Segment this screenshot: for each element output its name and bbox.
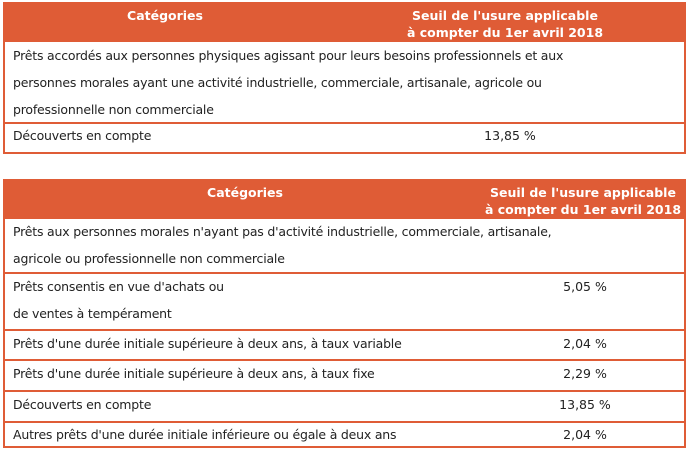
header-rate-line2: à compter du 1er avril 2018	[484, 202, 682, 217]
table-row: Prêts d'une durée initiale supérieure à …	[5, 359, 684, 390]
table-row: Prêts aux personnes morales n'ayant pas …	[5, 219, 684, 272]
row-category-line: agricole ou professionnelle non commerci…	[13, 251, 285, 266]
row-category-line: Prêts accordés aux personnes physiques a…	[13, 48, 564, 63]
row-category: Autres prêts d'une durée initiale inféri…	[13, 427, 397, 442]
table-row: Prêts accordés aux personnes physiques a…	[5, 42, 684, 122]
row-category-line: de ventes à tempérament	[13, 306, 172, 321]
row-category: Découverts en compte	[13, 128, 152, 143]
row-category-line: Prêts aux personnes morales n'ayant pas …	[13, 224, 552, 239]
row-category-line: Prêts consentis en vue d'achats ou	[13, 279, 224, 294]
row-value: 5,05 %	[563, 279, 607, 294]
header-rate-line1: Seuil de l'usure applicable	[490, 185, 676, 200]
table-row: Prêts consentis en vue d'achats ou de ve…	[5, 272, 684, 329]
row-category: Prêts consentis en vue d'achats ou de ve…	[13, 273, 224, 327]
header-rate-line2: à compter du 1er avril 2018	[406, 25, 604, 40]
table-header: Catégories Seuil de l'usure applicable à…	[5, 4, 684, 42]
row-category: Découverts en compte	[13, 397, 152, 412]
row-category: Prêts d'une durée initiale supérieure à …	[13, 336, 402, 351]
row-category-line: personnes morales ayant une activité ind…	[13, 75, 542, 90]
header-categories: Catégories	[127, 8, 203, 23]
table-row: Découverts en compte 13,85 %	[5, 390, 684, 421]
row-value: 13,85 %	[559, 397, 611, 412]
row-category: Prêts accordés aux personnes physiques a…	[13, 42, 563, 123]
row-category-line: professionnelle non commerciale	[13, 102, 214, 117]
table-header: Catégories Seuil de l'usure applicable à…	[5, 181, 684, 219]
header-rate-line1: Seuil de l'usure applicable	[412, 8, 598, 23]
header-categories: Catégories	[207, 185, 283, 200]
row-value: 2,29 %	[563, 366, 607, 381]
usury-table-legal-entities: Catégories Seuil de l'usure applicable à…	[3, 179, 686, 448]
table-row: Prêts d'une durée initiale supérieure à …	[5, 329, 684, 359]
row-category: Prêts aux personnes morales n'ayant pas …	[13, 218, 552, 272]
table-row: Découverts en compte 13,85 %	[5, 122, 684, 152]
row-category: Prêts d'une durée initiale supérieure à …	[13, 366, 375, 381]
row-value: 13,85 %	[484, 128, 536, 143]
usury-table-professional: Catégories Seuil de l'usure applicable à…	[3, 2, 686, 154]
table-row: Autres prêts d'une durée initiale inféri…	[5, 421, 684, 450]
row-value: 2,04 %	[563, 336, 607, 351]
row-value: 2,04 %	[563, 427, 607, 442]
